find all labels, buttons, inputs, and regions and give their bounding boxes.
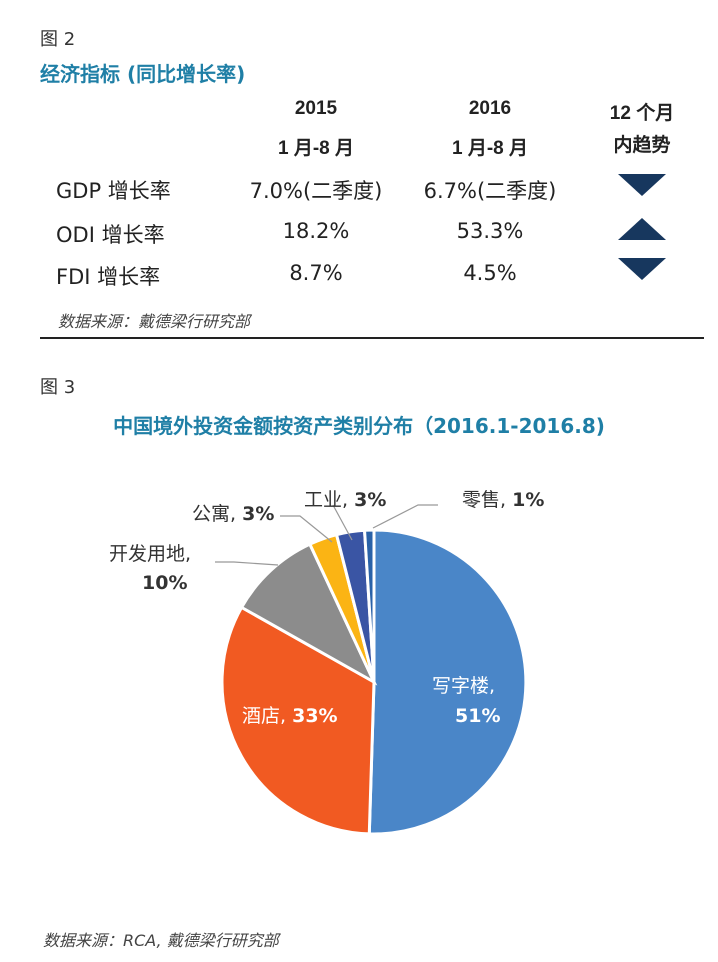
col-header-trend-line1: 12 个月 bbox=[609, 103, 675, 124]
figure-2-title: 经济指标 (同比增长率) bbox=[40, 62, 246, 86]
pie-slice-office bbox=[367, 528, 528, 836]
pie-label-industrial: 工业, 3% bbox=[304, 489, 386, 511]
trend-up-icon bbox=[618, 218, 666, 240]
figure-3-source: 数据来源：RCA, 戴德梁行研究部 bbox=[43, 931, 279, 950]
figure-2-source: 数据来源：戴德梁行研究部 bbox=[58, 312, 251, 331]
col-header-2016-period: 1 月-8 月 bbox=[451, 138, 529, 159]
row-gdp-name: GDP 增长率 bbox=[56, 179, 171, 203]
pie-label-office-value: 51% bbox=[455, 705, 500, 727]
row-odi-name: ODI 增长率 bbox=[56, 223, 165, 247]
figure-3-label: 图 3 bbox=[40, 377, 76, 398]
pie-slice-hotel bbox=[220, 605, 376, 836]
leader-line-apartment bbox=[280, 515, 333, 543]
col-header-2015-year: 2015 bbox=[294, 98, 338, 119]
pie-label-office-name: 写字楼, bbox=[432, 675, 495, 697]
col-header-2016-year: 2016 bbox=[468, 98, 512, 119]
figure-3-title: 中国境外投资金额按资产类别分布（2016.1-2016.8) bbox=[113, 414, 605, 438]
row-fdi-name: FDI 增长率 bbox=[56, 265, 161, 289]
col-header-trend-line2: 内趋势 bbox=[613, 135, 671, 156]
pie-slice-land bbox=[239, 542, 378, 686]
leader-line-industrial bbox=[332, 504, 353, 541]
row-odi-2015: 18.2% bbox=[282, 219, 350, 243]
pie-label-retail: 零售, 1% bbox=[462, 489, 544, 511]
figure-2-label: 图 2 bbox=[40, 29, 76, 50]
row-fdi-2016: 4.5% bbox=[463, 261, 517, 285]
trend-down-icon bbox=[618, 174, 666, 196]
pie-label-land-value: 10% bbox=[142, 572, 187, 594]
pie-slice-retail bbox=[362, 528, 376, 683]
pie-label-hotel: 酒店, 33% bbox=[242, 705, 338, 727]
row-gdp-2016: 6.7%(二季度) bbox=[423, 179, 557, 203]
leader-line-retail bbox=[372, 504, 438, 529]
section-divider bbox=[40, 337, 704, 339]
pie-label-land-name: 开发用地, bbox=[109, 543, 191, 565]
row-odi-2016: 53.3% bbox=[456, 219, 524, 243]
trend-down-icon bbox=[618, 258, 666, 280]
pie-label-apartment: 公寓, 3% bbox=[192, 503, 274, 525]
row-fdi-2015: 8.7% bbox=[289, 261, 343, 285]
col-header-2015-period: 1 月-8 月 bbox=[277, 138, 355, 159]
leader-line-land bbox=[215, 561, 279, 566]
row-gdp-2015: 7.0%(二季度) bbox=[249, 179, 383, 203]
